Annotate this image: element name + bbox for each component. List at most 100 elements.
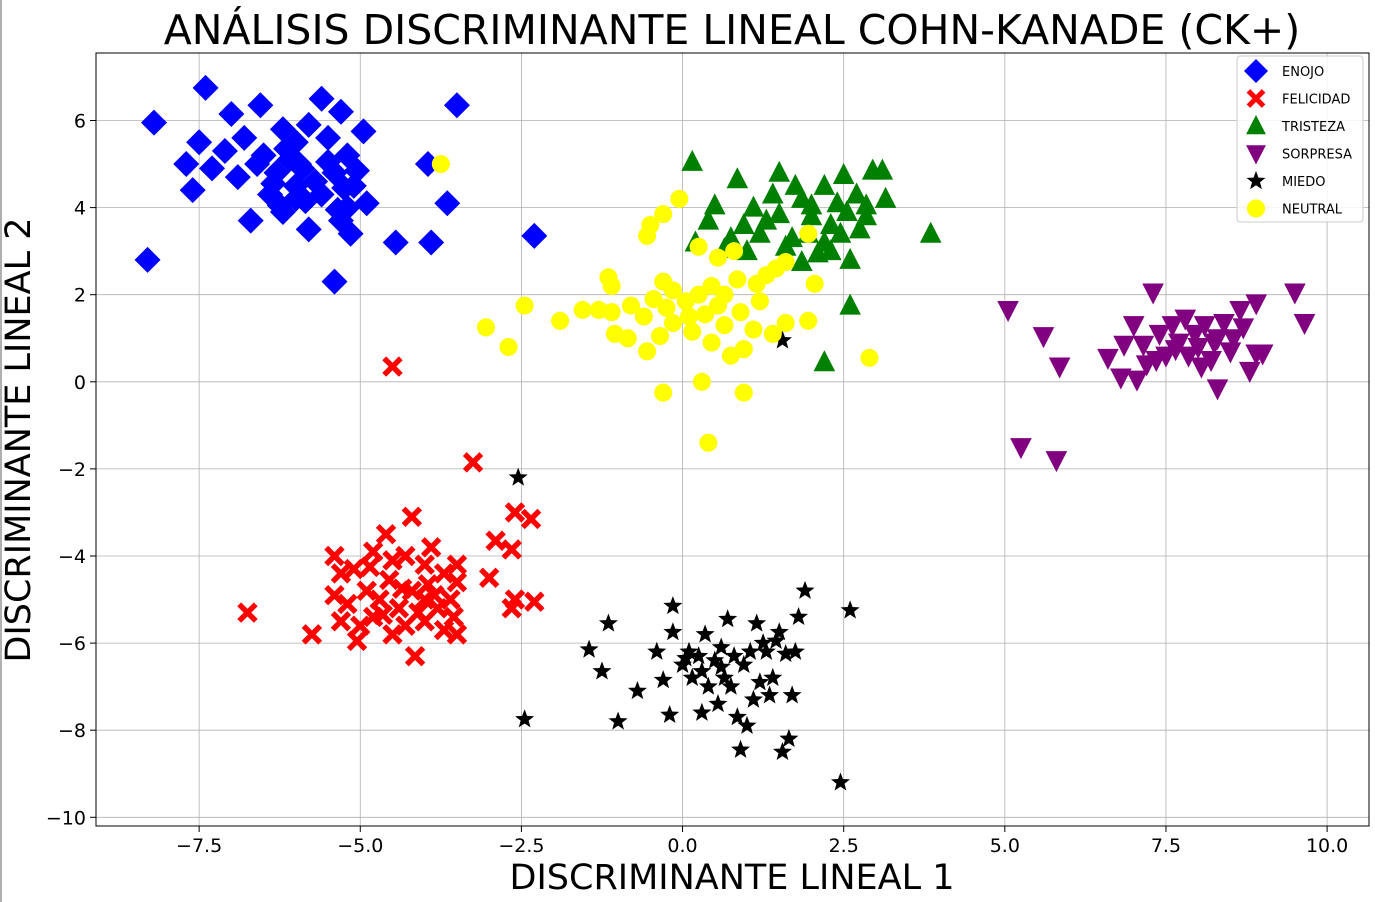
point-sorpresa xyxy=(1113,335,1135,357)
point-miedo xyxy=(698,676,718,695)
point-felicidad xyxy=(369,589,390,610)
point-enojo xyxy=(327,98,354,125)
point-neutral xyxy=(776,313,795,333)
point-neutral xyxy=(799,224,818,243)
x-tick-label: −5.0 xyxy=(337,835,383,857)
point-felicidad xyxy=(372,604,394,625)
point-miedo xyxy=(692,702,712,721)
point-felicidad xyxy=(524,591,545,612)
point-felicidad xyxy=(462,452,484,473)
point-sorpresa xyxy=(1148,324,1171,346)
legend-marker-miedo xyxy=(1246,171,1266,190)
point-enojo xyxy=(179,177,206,204)
point-felicidad xyxy=(237,602,258,623)
point-miedo xyxy=(627,680,647,700)
y-tick-label: −10 xyxy=(46,807,86,829)
point-enojo xyxy=(315,124,342,151)
point-miedo xyxy=(776,643,796,663)
point-neutral xyxy=(573,300,592,319)
y-tick-label: −6 xyxy=(58,633,86,655)
point-miedo xyxy=(718,609,738,628)
point-tristeza xyxy=(800,204,823,226)
point-sorpresa xyxy=(1193,316,1216,338)
point-tristeza xyxy=(832,162,855,184)
point-felicidad xyxy=(388,598,410,619)
point-miedo xyxy=(663,622,683,641)
point-miedo xyxy=(727,707,747,726)
point-miedo xyxy=(663,596,683,615)
point-enojo xyxy=(344,157,371,184)
point-enojo xyxy=(247,92,274,119)
point-enojo xyxy=(141,109,168,136)
point-miedo xyxy=(711,657,731,676)
point-enojo xyxy=(231,124,258,151)
point-enojo xyxy=(331,175,358,202)
point-enojo xyxy=(260,170,287,197)
point-felicidad xyxy=(440,589,461,610)
point-tristeza xyxy=(761,182,784,204)
point-tristeza xyxy=(749,221,771,243)
point-neutral xyxy=(644,290,663,309)
point-tristeza xyxy=(790,250,813,272)
point-neutral xyxy=(702,333,721,352)
x-tick-label: 7.5 xyxy=(1151,835,1181,857)
point-miedo xyxy=(695,624,715,643)
chart-title: ANÁLISIS DISCRIMINANTE LINEAL COHN-KANAD… xyxy=(164,6,1301,54)
point-neutral xyxy=(750,292,769,311)
legend-label-enojo: ENOJO xyxy=(1282,65,1324,80)
point-enojo xyxy=(353,190,380,217)
point-neutral xyxy=(702,276,721,296)
point-miedo xyxy=(711,637,731,656)
point-miedo xyxy=(692,661,712,680)
point-sorpresa xyxy=(1206,379,1229,401)
point-felicidad xyxy=(343,558,365,580)
point-miedo xyxy=(740,641,760,660)
window-left-edge xyxy=(0,0,2,902)
point-sorpresa xyxy=(1122,316,1145,338)
y-tick-label: −4 xyxy=(58,546,86,568)
y-tick-label: 2 xyxy=(74,285,86,307)
point-miedo xyxy=(785,641,805,660)
point-felicidad xyxy=(356,580,377,602)
point-sorpresa xyxy=(1222,329,1245,351)
point-enojo xyxy=(337,220,364,247)
point-tristeza xyxy=(742,195,765,217)
point-enojo xyxy=(418,229,445,256)
legend-marker-tristeza xyxy=(1246,115,1266,135)
legend-box xyxy=(1236,55,1364,223)
point-enojo xyxy=(321,268,348,295)
point-sorpresa xyxy=(1110,368,1132,390)
point-tristeza xyxy=(697,208,720,230)
point-miedo xyxy=(782,685,802,704)
point-sorpresa xyxy=(1177,346,1200,368)
point-tristeza xyxy=(874,186,897,208)
y-tick-label: −8 xyxy=(58,720,86,742)
point-miedo xyxy=(676,648,696,667)
point-felicidad xyxy=(337,593,358,615)
point-miedo xyxy=(689,646,709,665)
point-felicidad xyxy=(346,630,368,652)
point-neutral xyxy=(728,270,747,289)
point-felicidad xyxy=(324,584,345,606)
point-felicidad xyxy=(424,584,445,606)
point-tristeza xyxy=(919,221,942,243)
point-neutral xyxy=(670,189,689,208)
point-miedo xyxy=(598,613,618,632)
legend-label-miedo: MIEDO xyxy=(1282,175,1326,190)
point-neutral xyxy=(650,327,670,346)
x-tick-label: −7.5 xyxy=(176,835,222,857)
point-miedo xyxy=(592,661,612,680)
series-felicidad xyxy=(237,356,545,667)
point-felicidad xyxy=(446,554,468,575)
point-tristeza xyxy=(871,158,894,180)
point-sorpresa xyxy=(1190,357,1213,379)
point-sorpresa xyxy=(1097,348,1119,370)
point-sorpresa xyxy=(1203,333,1226,355)
point-sorpresa xyxy=(1045,451,1068,473)
point-miedo xyxy=(830,772,850,791)
point-tristeza xyxy=(800,193,823,215)
point-felicidad xyxy=(478,567,500,588)
point-tristeza xyxy=(819,213,842,235)
point-tristeza xyxy=(849,217,871,239)
point-miedo xyxy=(579,639,599,658)
